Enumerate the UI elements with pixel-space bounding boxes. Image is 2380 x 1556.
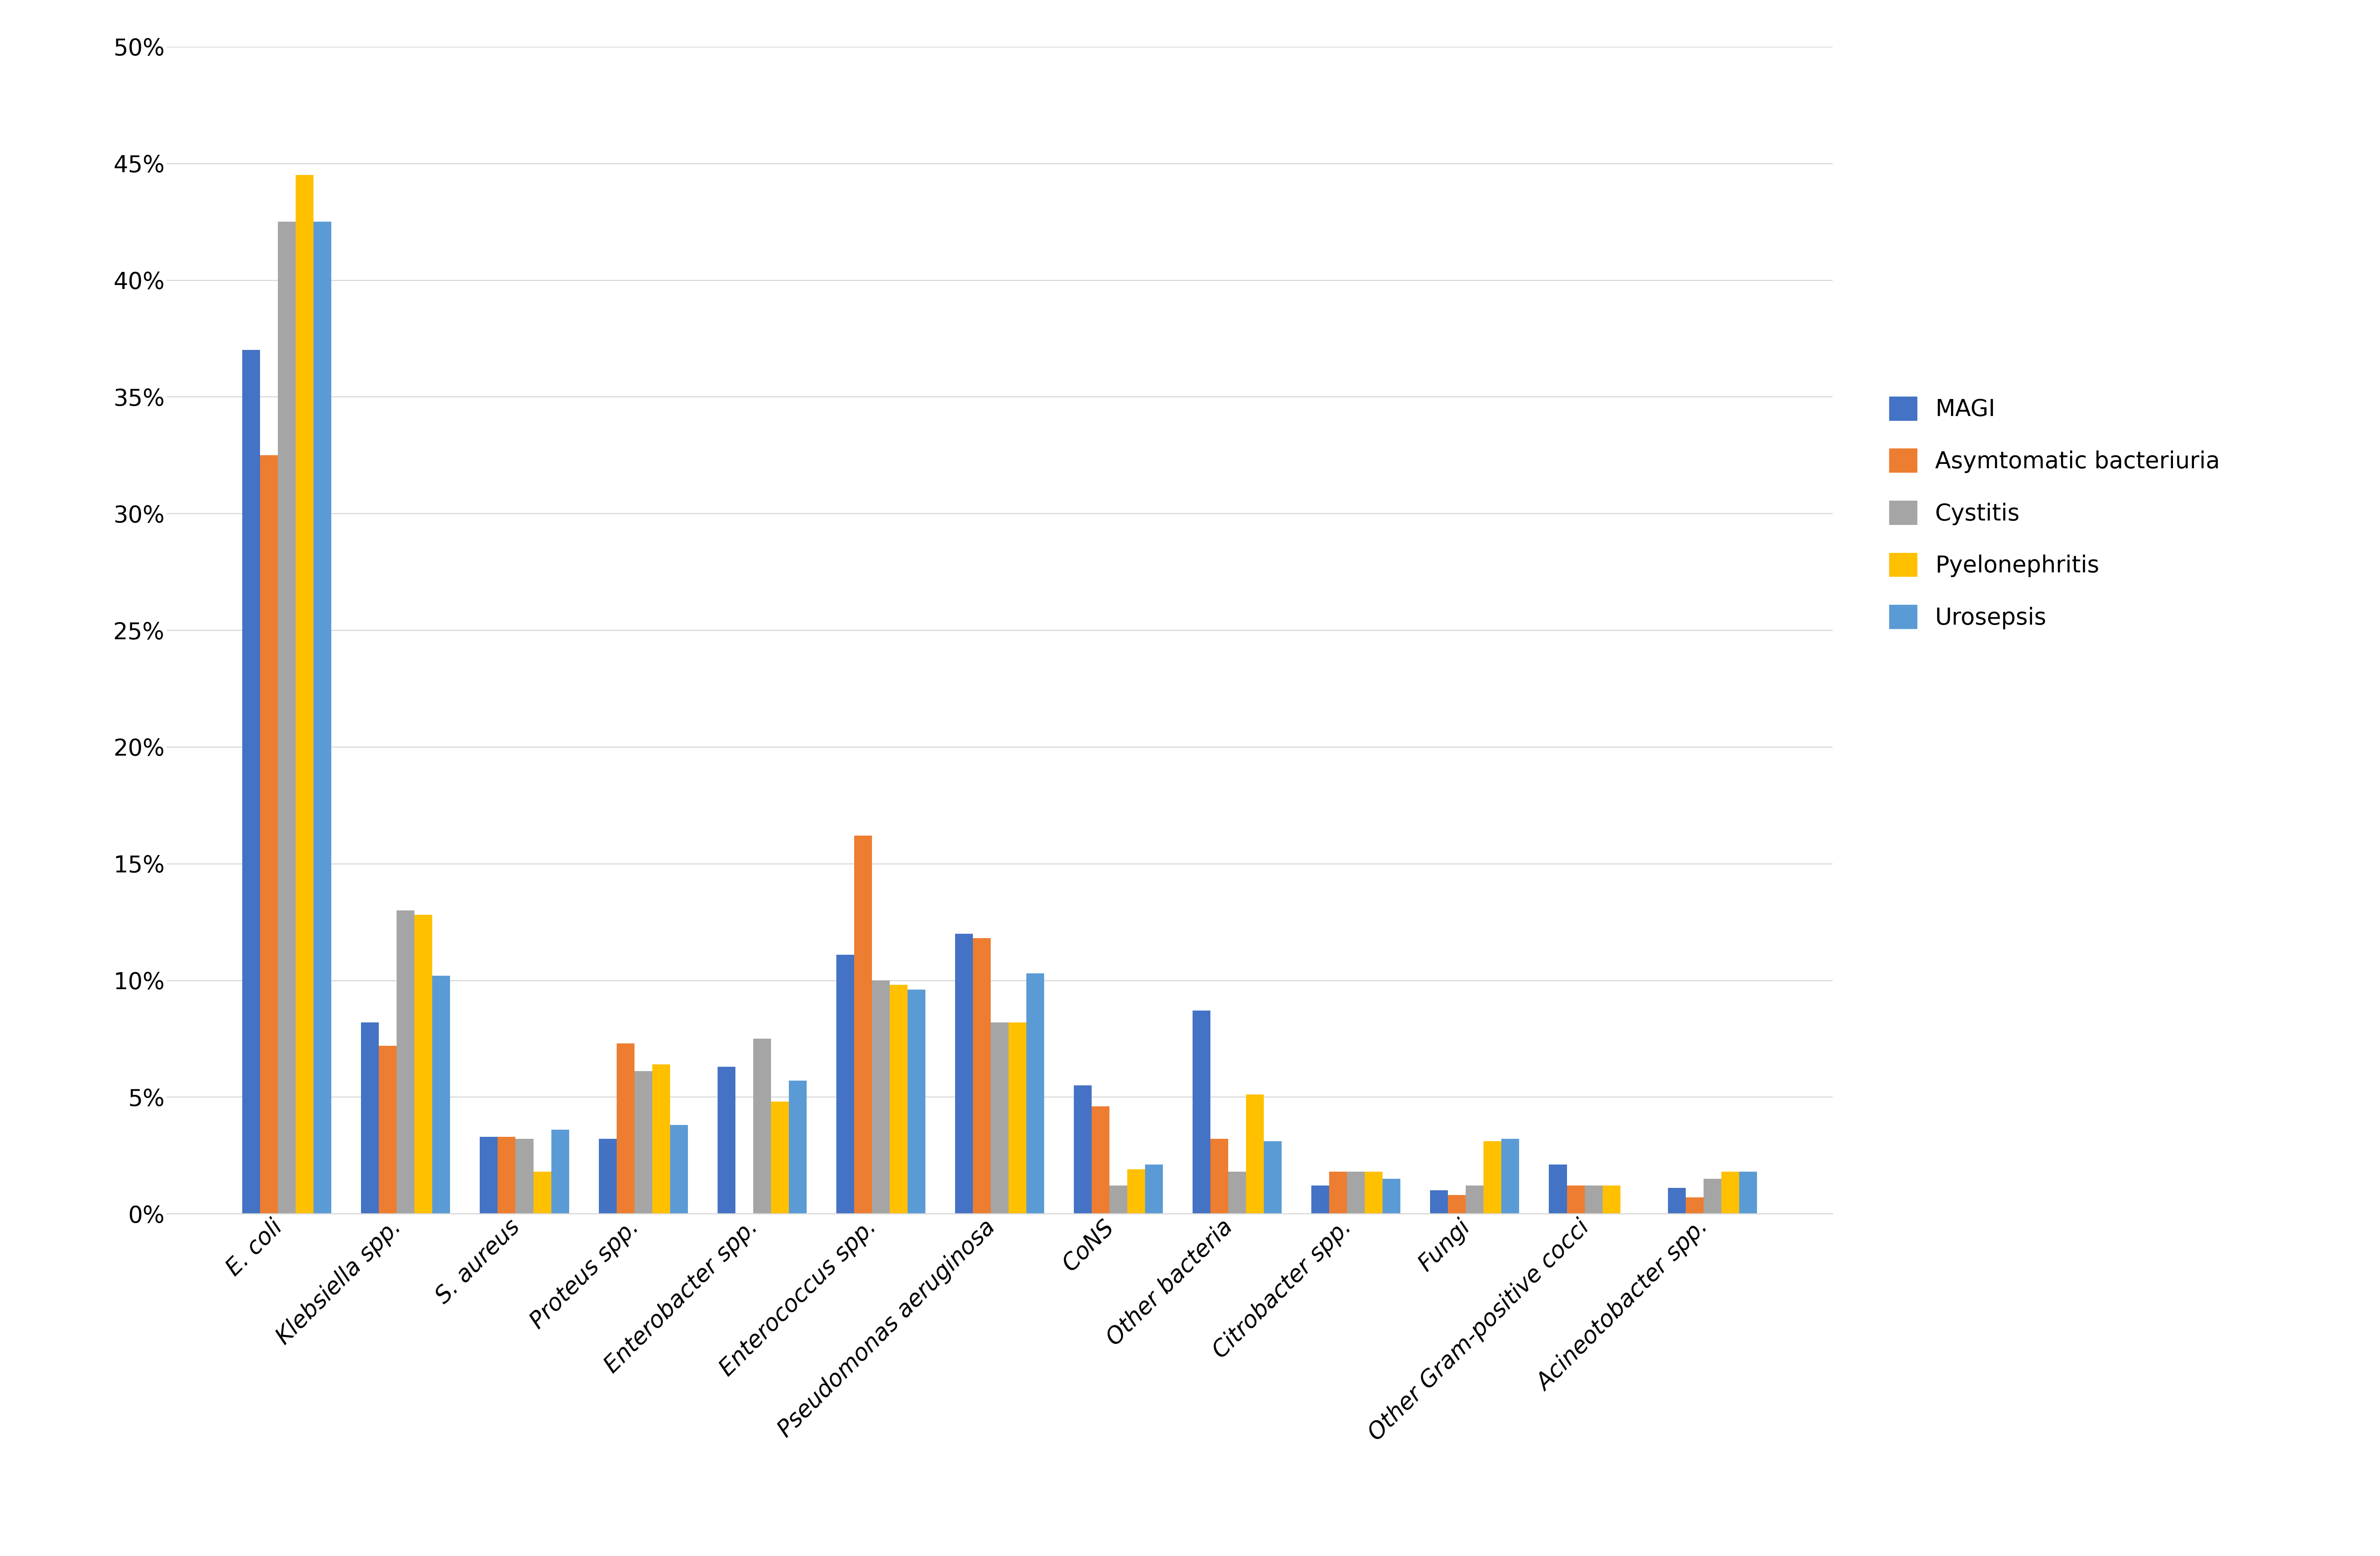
Bar	[1247, 1095, 1264, 1214]
Bar	[259, 454, 278, 1214]
Bar	[854, 836, 871, 1214]
Bar	[1211, 1139, 1228, 1214]
Bar	[1721, 1172, 1740, 1214]
Bar	[1383, 1179, 1399, 1214]
Bar	[497, 1136, 516, 1214]
Bar	[481, 1136, 497, 1214]
Bar	[552, 1130, 569, 1214]
Bar	[1128, 1170, 1145, 1214]
Bar	[1347, 1172, 1364, 1214]
Bar	[516, 1139, 533, 1214]
Bar	[278, 221, 295, 1214]
Bar	[1009, 1022, 1026, 1214]
Bar	[243, 350, 259, 1214]
Bar	[1549, 1164, 1566, 1214]
Bar	[871, 980, 890, 1214]
Bar	[378, 1046, 397, 1214]
Bar	[1502, 1139, 1518, 1214]
Bar	[669, 1125, 688, 1214]
Bar	[1566, 1186, 1585, 1214]
Bar	[1430, 1190, 1447, 1214]
Bar	[1602, 1186, 1621, 1214]
Bar	[1311, 1186, 1330, 1214]
Bar	[1092, 1106, 1109, 1214]
Bar	[1483, 1142, 1502, 1214]
Bar	[295, 176, 314, 1214]
Bar	[990, 1022, 1009, 1214]
Bar	[835, 954, 854, 1214]
Bar	[1192, 1011, 1211, 1214]
Bar	[1228, 1172, 1247, 1214]
Bar	[1145, 1164, 1164, 1214]
Bar	[1740, 1172, 1756, 1214]
Bar	[1668, 1189, 1685, 1214]
Bar	[1109, 1186, 1128, 1214]
Bar	[1685, 1198, 1704, 1214]
Bar	[414, 915, 433, 1214]
Bar	[1447, 1195, 1466, 1214]
Bar	[1704, 1179, 1721, 1214]
Bar	[1585, 1186, 1602, 1214]
Bar	[397, 910, 414, 1214]
Bar	[652, 1064, 669, 1214]
Bar	[771, 1102, 788, 1214]
Bar	[907, 990, 926, 1214]
Bar	[973, 938, 990, 1214]
Bar	[433, 976, 450, 1214]
Bar	[533, 1172, 552, 1214]
Bar	[788, 1080, 807, 1214]
Bar	[752, 1039, 771, 1214]
Bar	[1330, 1172, 1347, 1214]
Bar	[1264, 1142, 1283, 1214]
Bar	[314, 221, 331, 1214]
Bar	[635, 1071, 652, 1214]
Bar	[362, 1022, 378, 1214]
Bar	[1466, 1186, 1483, 1214]
Bar	[890, 985, 907, 1214]
Bar	[616, 1043, 635, 1214]
Bar	[1073, 1086, 1092, 1214]
Legend: MAGI, Asymtomatic bacteriuria, Cystitis, Pyelonephritis, Urosepsis: MAGI, Asymtomatic bacteriuria, Cystitis,…	[1878, 384, 2232, 641]
Bar	[1026, 974, 1045, 1214]
Bar	[954, 934, 973, 1214]
Bar	[716, 1067, 735, 1214]
Bar	[1364, 1172, 1383, 1214]
Bar	[600, 1139, 616, 1214]
